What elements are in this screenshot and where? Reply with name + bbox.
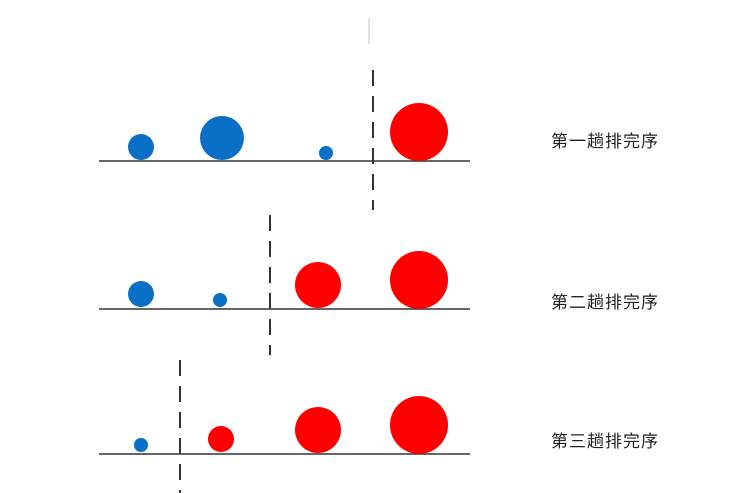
pass-row-2: [99, 215, 470, 355]
ball-2-4: [390, 251, 448, 309]
ball-3-2: [208, 426, 234, 452]
ball-1-2: [200, 116, 244, 160]
pass-label-2: 第二趟排完序: [551, 293, 659, 313]
pass-label-1: 第一趟排完序: [551, 132, 659, 152]
ball-3-1: [134, 438, 148, 452]
pass-row-3: [99, 360, 470, 493]
ball-1-4: [390, 103, 448, 161]
pass-row-1: [99, 70, 470, 210]
ball-2-3: [295, 262, 341, 308]
ball-1-3: [319, 146, 333, 160]
ball-3-4: [390, 396, 448, 454]
ball-3-3: [295, 407, 341, 453]
ball-2-1: [128, 281, 154, 307]
ball-2-2: [213, 293, 227, 307]
ball-1-1: [128, 134, 154, 160]
pass-label-3: 第三趟排完序: [551, 432, 659, 452]
